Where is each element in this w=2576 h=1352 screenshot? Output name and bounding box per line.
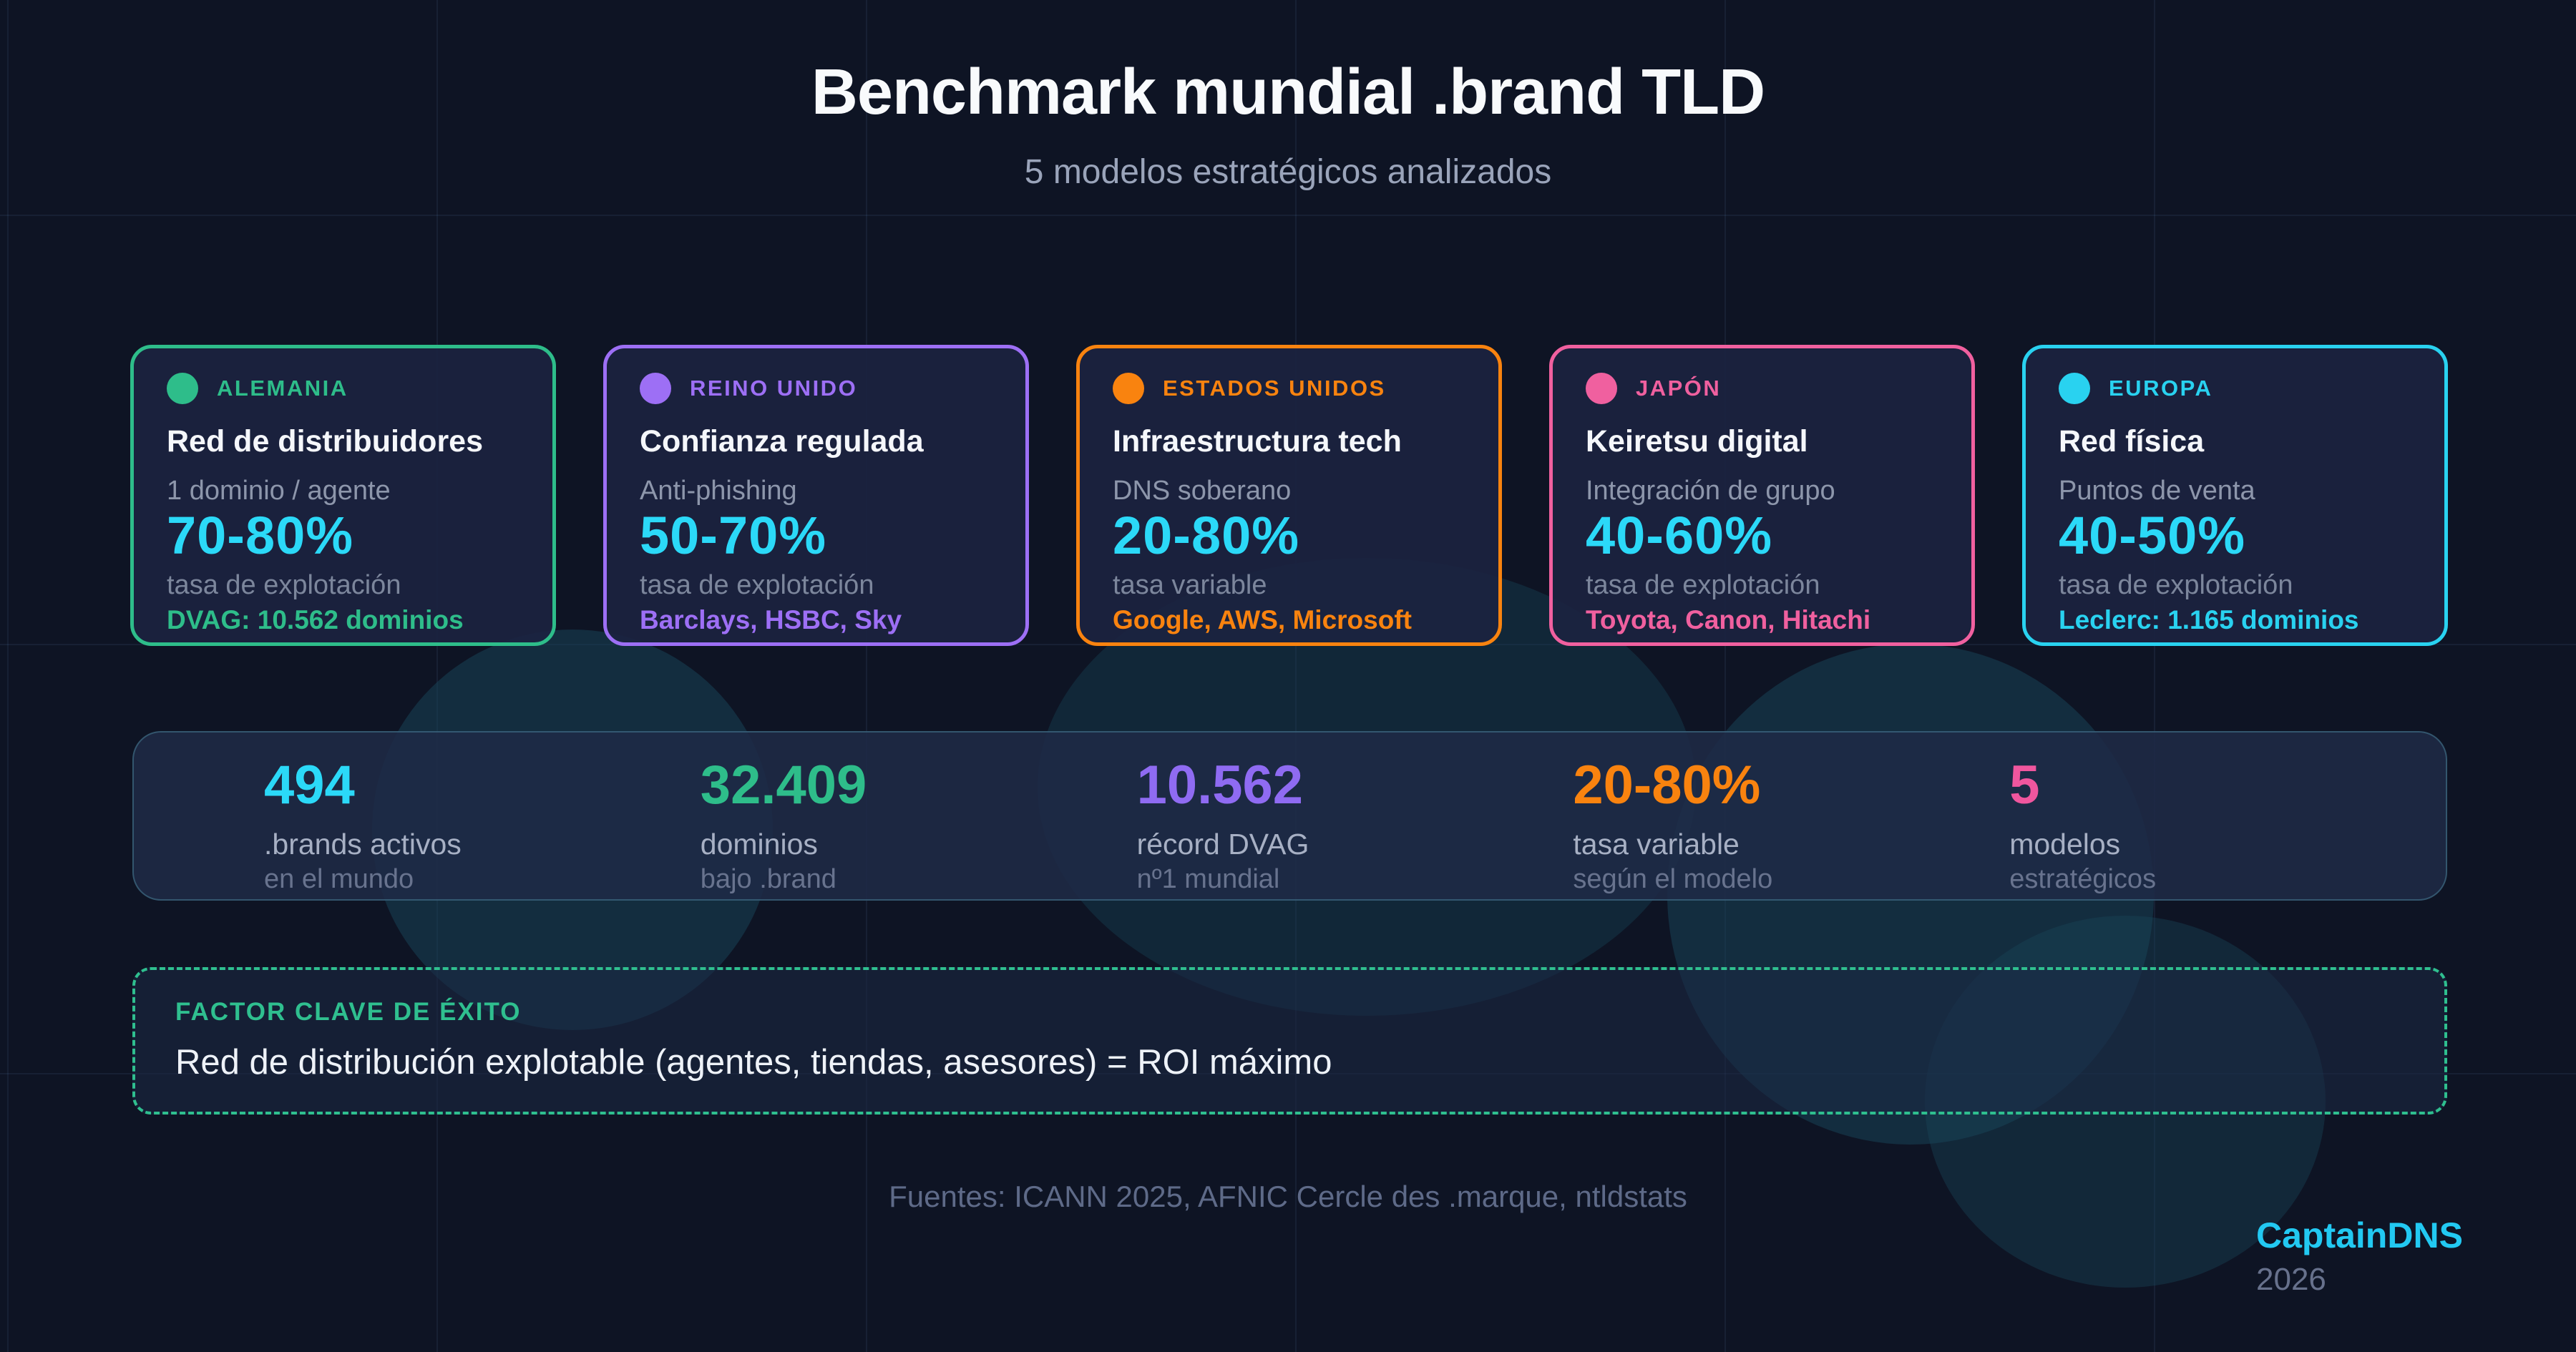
card-metric: 40-60% bbox=[1586, 505, 1773, 565]
sources-line: Fuentes: ICANN 2025, AFNIC Cercle des .m… bbox=[889, 1180, 1687, 1213]
model-card-japon: JAPÓN Keiretsu digital Integración de gr… bbox=[1549, 345, 1975, 646]
card-footnote: DVAG: 10.562 dominios bbox=[167, 605, 464, 635]
stat-label: modelos bbox=[2009, 827, 2121, 861]
card-metric-label: tasa de explotación bbox=[167, 569, 401, 600]
country-dot-icon bbox=[167, 373, 198, 404]
card-footnote: Barclays, HSBC, Sky bbox=[640, 605, 902, 635]
card-metric-label: tasa de explotación bbox=[1586, 569, 1820, 600]
country-label: JAPÓN bbox=[1636, 376, 1722, 401]
model-card-alemania: ALEMANIA Red de distribuidores 1 dominio… bbox=[130, 345, 556, 646]
country-dot-icon bbox=[1586, 373, 1617, 404]
card-header: ESTADOS UNIDOS bbox=[1113, 373, 1465, 404]
stat-sublabel: nº1 mundial bbox=[1136, 863, 1280, 894]
brand-name: CaptainDNS bbox=[2256, 1215, 2463, 1255]
card-title: Red de distribuidores bbox=[167, 424, 484, 459]
stat-value: 10.562 bbox=[1136, 755, 1304, 815]
card-metric: 40-50% bbox=[2059, 505, 2246, 565]
key-factor-label: FACTOR CLAVE DE ÉXITO bbox=[175, 998, 522, 1026]
stat-sublabel: estratégicos bbox=[2009, 863, 2157, 894]
stats-bar: 494 .brands activos en el mundo 32.409 d… bbox=[132, 731, 2447, 901]
key-factor-text: Red de distribución explotable (agentes,… bbox=[175, 1042, 1332, 1082]
stat-tasa-variable: 20-80% tasa variable según el modelo bbox=[1573, 757, 2009, 899]
country-label: EUROPA bbox=[2109, 376, 2213, 401]
model-cards-row: ALEMANIA Red de distribuidores 1 dominio… bbox=[130, 345, 2448, 646]
stat-dominios: 32.409 dominios bajo .brand bbox=[701, 757, 1137, 899]
card-metric-label: tasa de explotación bbox=[640, 569, 874, 600]
stat-label: dominios bbox=[700, 827, 818, 861]
card-footnote: Toyota, Canon, Hitachi bbox=[1586, 605, 1871, 635]
card-title: Infraestructura tech bbox=[1113, 424, 1402, 459]
card-subtitle: Integración de grupo bbox=[1586, 476, 1835, 506]
card-header: ALEMANIA bbox=[167, 373, 519, 404]
stat-value: 5 bbox=[2009, 755, 2040, 815]
page-subtitle: 5 modelos estratégicos analizados bbox=[1024, 153, 1552, 191]
stat-sublabel: en el mundo bbox=[264, 863, 414, 894]
card-header: REINO UNIDO bbox=[640, 373, 992, 404]
country-dot-icon bbox=[640, 373, 671, 404]
card-footnote: Leclerc: 1.165 dominios bbox=[2059, 605, 2359, 635]
stat-sublabel: según el modelo bbox=[1573, 863, 1773, 894]
stat-label: tasa variable bbox=[1573, 827, 1740, 861]
card-subtitle: Anti-phishing bbox=[640, 476, 797, 506]
key-factor-box: FACTOR CLAVE DE ÉXITO Red de distribució… bbox=[132, 967, 2447, 1115]
stat-value: 494 bbox=[264, 755, 355, 815]
card-subtitle: DNS soberano bbox=[1113, 476, 1292, 506]
country-label: ALEMANIA bbox=[217, 376, 348, 401]
card-header: EUROPA bbox=[2059, 373, 2411, 404]
card-title: Keiretsu digital bbox=[1586, 424, 1808, 459]
card-title: Confianza regulada bbox=[640, 424, 924, 459]
country-dot-icon bbox=[2059, 373, 2090, 404]
page-title: Benchmark mundial .brand TLD bbox=[811, 57, 1765, 128]
card-header: JAPÓN bbox=[1586, 373, 1938, 404]
stat-brands-activos: 494 .brands activos en el mundo bbox=[264, 757, 701, 899]
card-metric-label: tasa de explotación bbox=[2059, 569, 2293, 600]
country-label: REINO UNIDO bbox=[690, 376, 858, 401]
stat-value: 20-80% bbox=[1573, 755, 1761, 815]
stat-sublabel: bajo .brand bbox=[700, 863, 836, 894]
model-card-europa: EUROPA Red física Puntos de venta 40-50%… bbox=[2022, 345, 2448, 646]
stat-modelos: 5 modelos estratégicos bbox=[2009, 757, 2446, 899]
country-label: ESTADOS UNIDOS bbox=[1163, 376, 1386, 401]
brand-year: 2026 bbox=[2256, 1262, 2326, 1297]
card-metric: 70-80% bbox=[167, 505, 354, 565]
model-card-reino-unido: REINO UNIDO Confianza regulada Anti-phis… bbox=[603, 345, 1029, 646]
stat-label: .brands activos bbox=[264, 827, 462, 861]
model-card-estados-unidos: ESTADOS UNIDOS Infraestructura tech DNS … bbox=[1076, 345, 1502, 646]
country-dot-icon bbox=[1113, 373, 1144, 404]
brand-block: CaptainDNS 2026 bbox=[2256, 1216, 2463, 1297]
stat-record-dvag: 10.562 récord DVAG nº1 mundial bbox=[1137, 757, 1574, 899]
card-metric: 20-80% bbox=[1113, 505, 1300, 565]
card-subtitle: 1 dominio / agente bbox=[167, 476, 391, 506]
stat-label: récord DVAG bbox=[1136, 827, 1309, 861]
card-metric-label: tasa variable bbox=[1113, 569, 1267, 600]
stat-value: 32.409 bbox=[700, 755, 867, 815]
card-title: Red física bbox=[2059, 424, 2205, 459]
card-metric: 50-70% bbox=[640, 505, 827, 565]
card-subtitle: Puntos de venta bbox=[2059, 476, 2255, 506]
card-footnote: Google, AWS, Microsoft bbox=[1113, 605, 1412, 635]
